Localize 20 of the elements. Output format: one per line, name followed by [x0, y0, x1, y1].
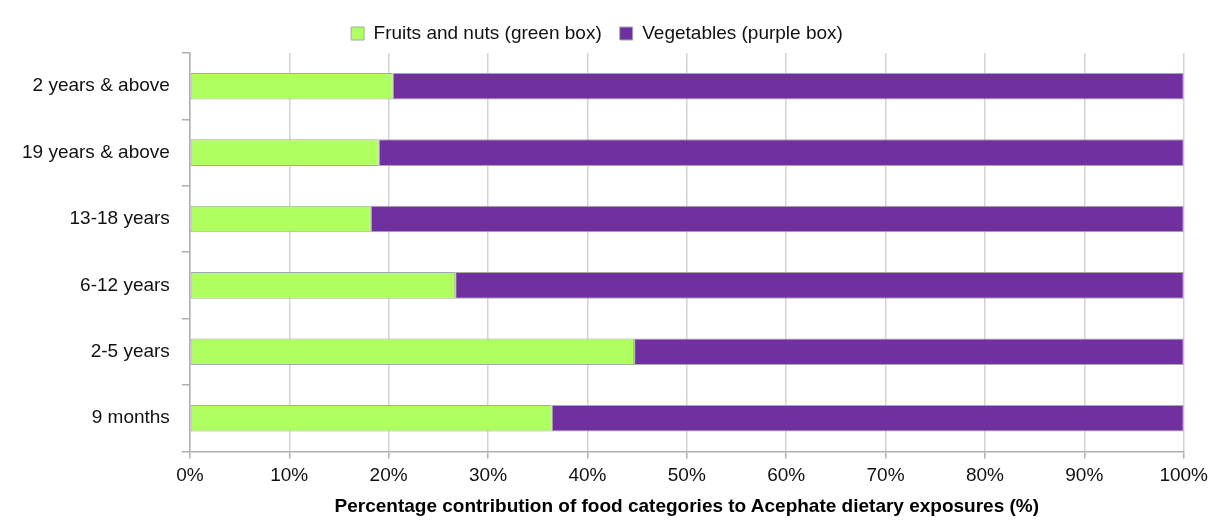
x-tick-label: 0% — [176, 464, 204, 486]
x-tick-label: 50% — [667, 464, 706, 486]
y-tick-label: 9 months — [91, 406, 170, 428]
legend-label: Fruits and nuts (green box) — [373, 21, 602, 43]
x-tick-label: 40% — [568, 464, 607, 486]
legend-label: Vegetables (purple box) — [642, 21, 843, 43]
x-tick-label: 70% — [866, 464, 905, 486]
x-tick-label: 30% — [469, 464, 508, 486]
x-tick-label: 10% — [270, 464, 309, 486]
x-axis-title: Percentage contribution of food categories to Acephate dietary exposures (%) — [334, 494, 1040, 516]
x-tick-label: 20% — [369, 464, 408, 486]
x-tick-label: 90% — [1065, 464, 1104, 486]
x-tick-label: 60% — [767, 464, 806, 486]
y-tick-label: 13-18 years — [69, 207, 170, 229]
y-tick-label: 2 years & above — [32, 74, 170, 96]
y-tick-label: 2-5 years — [90, 340, 170, 362]
y-tick-label: 6-12 years — [80, 273, 170, 295]
x-tick-label: 80% — [965, 464, 1005, 486]
y-tick-label: 19 years & above — [22, 140, 170, 162]
x-tick-label: 100% — [1159, 464, 1209, 486]
